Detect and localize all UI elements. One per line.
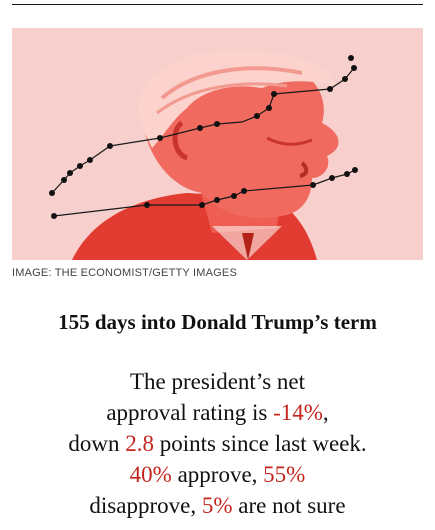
article-hero-image xyxy=(12,28,423,260)
summary-text: approve, xyxy=(171,462,264,487)
summary-line-1: The president’s net xyxy=(0,366,435,397)
summary-text: are not sure xyxy=(232,493,346,518)
unsure-percent: 5% xyxy=(201,493,233,518)
disapprove-percent: 55% xyxy=(263,462,306,487)
summary-line-3: down 2.8 points since last week. xyxy=(0,428,435,459)
portrait-silhouette xyxy=(72,49,339,260)
article-headline: 155 days into Donald Trump’s term xyxy=(58,310,377,334)
top-divider xyxy=(12,4,423,5)
summary-line-2: approval rating is -14%, xyxy=(0,397,435,428)
decorative-points xyxy=(49,55,358,219)
summary-text: , xyxy=(322,400,329,425)
decorative-line-overlay xyxy=(51,67,356,217)
weekly-change-value: 2.8 xyxy=(125,431,154,456)
summary-text: points since last week. xyxy=(153,431,367,456)
approval-summary: The president’s net approval rating is -… xyxy=(0,366,435,521)
summary-text: disapprove, xyxy=(89,493,202,518)
approve-percent: 40% xyxy=(129,462,172,487)
image-credit: IMAGE: THE ECONOMIST/GETTY IMAGES xyxy=(12,267,237,279)
summary-line-5: disapprove, 5% are not sure xyxy=(0,490,435,521)
net-approval-value: -14% xyxy=(273,400,323,425)
summary-text: down xyxy=(68,431,126,456)
summary-text: approval rating is xyxy=(106,400,274,425)
summary-line-4: 40% approve, 55% xyxy=(0,459,435,490)
summary-text: The president’s net xyxy=(129,369,305,394)
